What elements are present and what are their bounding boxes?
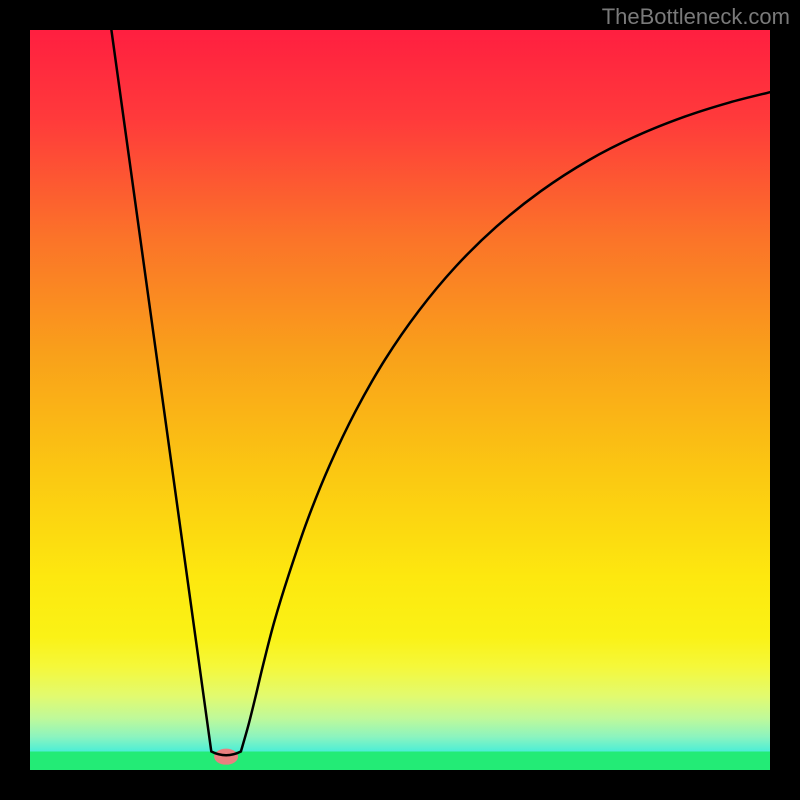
plot-area <box>30 30 770 770</box>
green-band <box>30 752 770 771</box>
chart-container: TheBottleneck.com <box>0 0 800 800</box>
plot-svg <box>30 30 770 770</box>
watermark-text: TheBottleneck.com <box>602 4 790 30</box>
gradient-background <box>30 30 770 770</box>
optimum-marker <box>214 749 238 765</box>
